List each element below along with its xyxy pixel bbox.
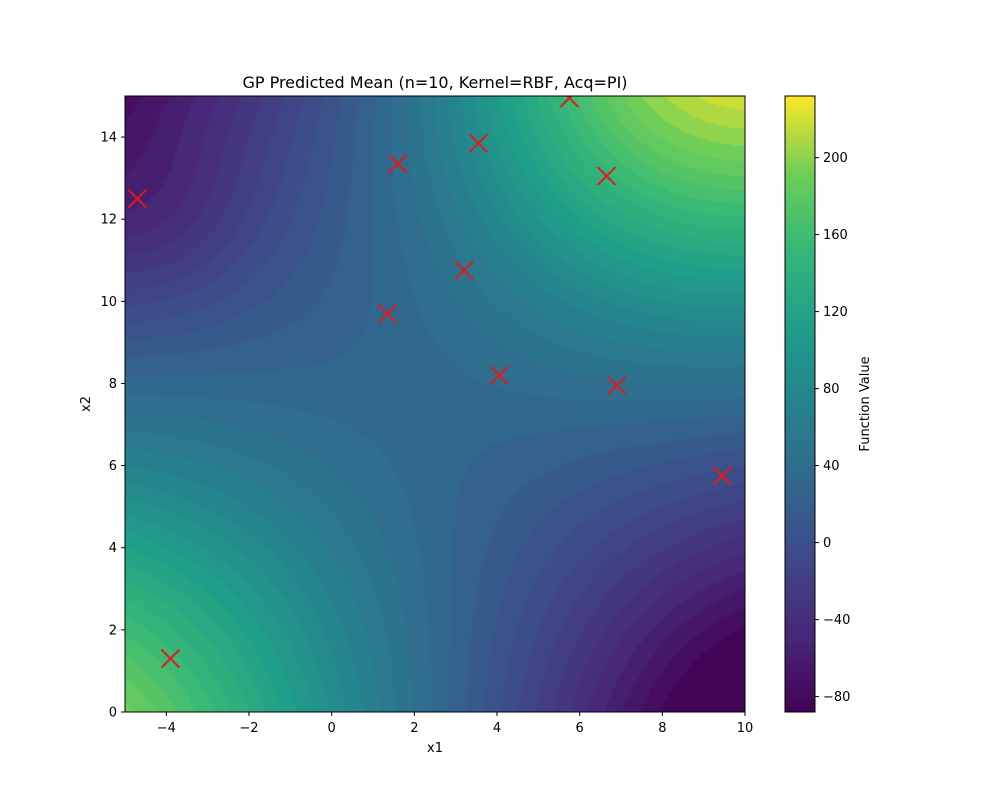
x-tick-label: 2 bbox=[410, 721, 418, 736]
x-tick-label: −2 bbox=[239, 721, 258, 736]
colorbar-tick-label: 200 bbox=[823, 151, 848, 166]
colorbar-frame bbox=[784, 95, 816, 713]
y-tick-label: 14 bbox=[100, 131, 117, 146]
observation-marker bbox=[607, 375, 627, 396]
x-tick-label: 6 bbox=[576, 721, 584, 736]
observation-marker bbox=[712, 466, 732, 486]
observation-markers bbox=[127, 96, 732, 669]
observation-marker bbox=[596, 166, 617, 186]
colorbar-tick-label: 0 bbox=[823, 536, 831, 551]
colorbar-label: Function Value bbox=[858, 356, 873, 451]
y-tick-label: 4 bbox=[109, 541, 117, 556]
marker-stroke bbox=[596, 166, 617, 186]
marker-stroke bbox=[454, 260, 474, 281]
colorbar: −80 −40 0 40 80 120 160 200 Function Value bbox=[784, 95, 873, 713]
y-tick-label: 0 bbox=[109, 706, 117, 721]
colorbar-tick-label: 160 bbox=[823, 228, 848, 243]
y-axis-label: x2 bbox=[79, 396, 94, 412]
marker-stroke bbox=[489, 365, 509, 385]
observation-marker bbox=[377, 303, 398, 324]
colorbar-tick-label: 120 bbox=[823, 305, 848, 320]
observation-marker bbox=[559, 96, 580, 108]
marker-stroke bbox=[712, 466, 732, 486]
y-tick-label: 6 bbox=[109, 459, 117, 474]
colorbar-tick-label: 80 bbox=[823, 382, 840, 397]
x-tick-label: 8 bbox=[658, 721, 666, 736]
marker-stroke bbox=[160, 648, 181, 669]
marker-stroke bbox=[559, 96, 573, 108]
x-tick-label: 4 bbox=[493, 721, 501, 736]
colorbar-gradient bbox=[785, 96, 815, 712]
colorbar-tick-label: −80 bbox=[823, 690, 850, 705]
marker-stroke bbox=[127, 188, 148, 209]
x-tick-label: 10 bbox=[737, 721, 754, 736]
observation-marker bbox=[468, 133, 489, 153]
marker-stroke bbox=[607, 375, 627, 396]
plot-area bbox=[124, 95, 746, 713]
y-axis: 0 2 4 6 8 10 12 14 bbox=[100, 131, 125, 721]
observation-marker bbox=[454, 260, 474, 281]
y-tick-label: 10 bbox=[100, 295, 117, 310]
marker-stroke bbox=[468, 133, 489, 153]
x-axis: −4 −2 0 2 4 6 8 10 bbox=[157, 712, 754, 736]
colorbar-tick-label: 40 bbox=[823, 459, 840, 474]
observation-marker bbox=[388, 154, 408, 174]
colorbar-tick-label: −40 bbox=[823, 613, 850, 628]
plot-frame bbox=[124, 95, 746, 713]
marker-stroke bbox=[377, 303, 398, 324]
y-tick-label: 2 bbox=[109, 623, 117, 638]
x-tick-label: −4 bbox=[157, 721, 176, 736]
colorbar-ticks: −80 −40 0 40 80 120 160 200 bbox=[815, 151, 850, 705]
chart-title: GP Predicted Mean (n=10, Kernel=RBF, Acq… bbox=[242, 73, 627, 92]
observation-marker bbox=[160, 648, 181, 669]
y-tick-label: 12 bbox=[100, 213, 117, 228]
predicted-mean-surface bbox=[125, 96, 745, 712]
y-tick-label: 8 bbox=[109, 377, 117, 392]
observation-marker bbox=[127, 188, 148, 209]
observation-marker bbox=[489, 365, 509, 385]
marker-stroke bbox=[388, 154, 408, 174]
x-axis-label: x1 bbox=[427, 741, 443, 756]
x-tick-label: 0 bbox=[328, 721, 336, 736]
